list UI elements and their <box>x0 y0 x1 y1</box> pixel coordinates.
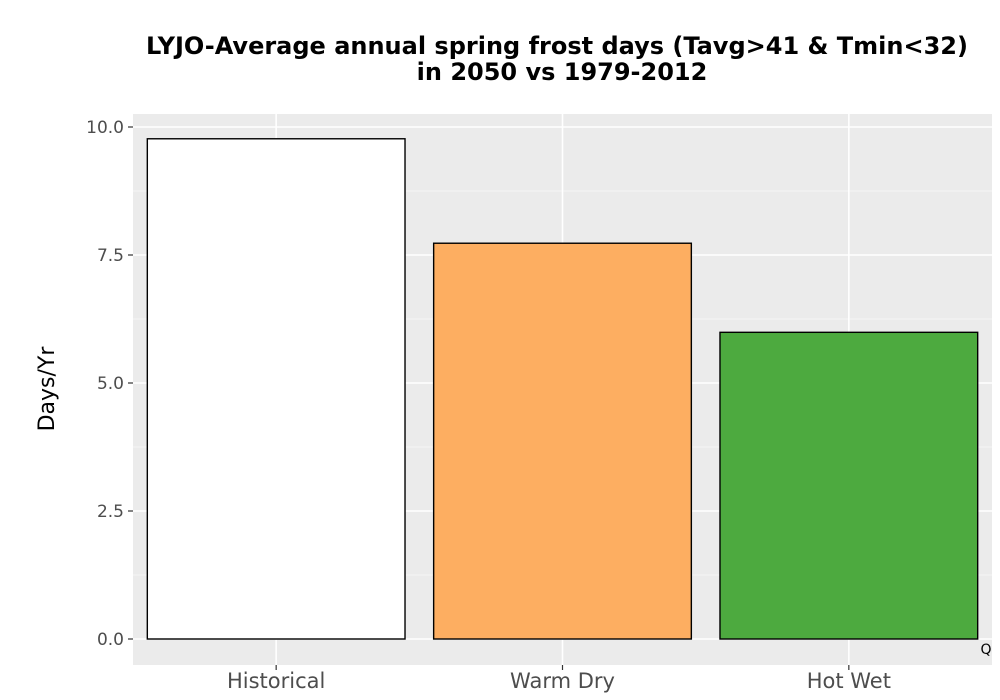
y-tick-label: 5.0 <box>97 374 124 394</box>
y-axis: 0.0 2.5 5.0 7.5 10.0 <box>86 118 133 650</box>
bar-warm-dry <box>432 242 693 640</box>
y-axis-title: Days/Yr <box>35 346 60 432</box>
y-tick-label: 7.5 <box>97 246 124 266</box>
x-axis: Historical Warm Dry Hot Wet <box>227 665 891 693</box>
y-tick-label: 10.0 <box>86 118 124 138</box>
y-tick-label: 2.5 <box>97 502 124 522</box>
x-tick-label: Hot Wet <box>807 669 891 693</box>
corner-mark: Q <box>980 642 991 658</box>
bar-historical <box>146 138 406 640</box>
y-tick-label: 0.0 <box>97 630 124 650</box>
chart-title-line-1: LYJO-Average annual spring frost days (T… <box>146 32 968 60</box>
x-tick-label: Historical <box>227 669 325 693</box>
bar-hot-wet <box>719 331 979 640</box>
x-tick-label: Warm Dry <box>510 669 615 693</box>
chart-title-line-2: in 2050 vs 1979-2012 <box>417 58 708 86</box>
bars <box>146 138 979 640</box>
